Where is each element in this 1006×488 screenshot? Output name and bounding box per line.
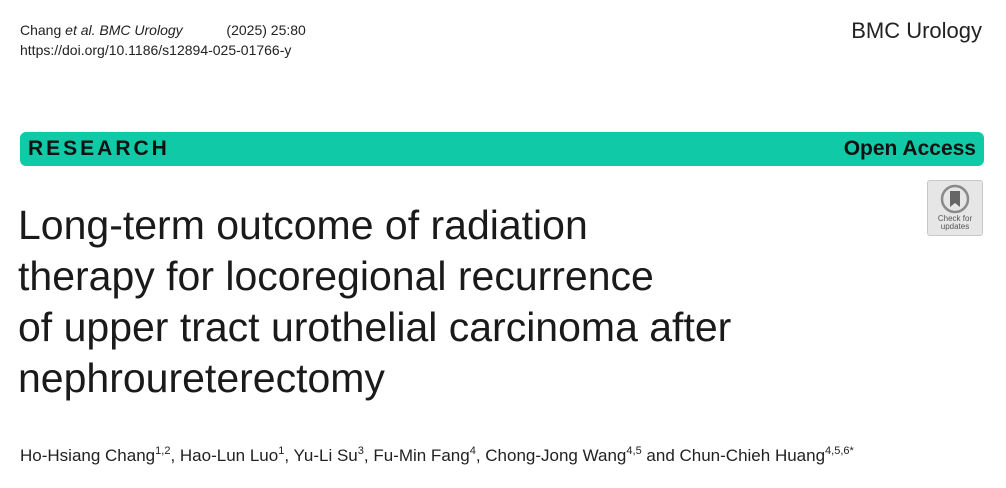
- author-name[interactable]: Chong-Jong Wang: [485, 446, 627, 465]
- author-name[interactable]: Fu-Min Fang: [373, 446, 470, 465]
- author-affiliation: 4,5,6*: [825, 445, 854, 457]
- doi-link[interactable]: https://doi.org/10.1186/s12894-025-01766…: [20, 42, 292, 58]
- author-affiliation: 4,5: [626, 445, 642, 457]
- citation-author: Chang: [20, 22, 62, 38]
- check-for-updates-button[interactable]: Check for updates: [927, 180, 983, 236]
- article-type-label: RESEARCH: [28, 137, 170, 160]
- author-affiliation: 1: [278, 445, 285, 457]
- citation-journal: et al. BMC Urology: [65, 22, 183, 38]
- open-access-label: Open Access: [843, 137, 976, 160]
- bookmark-check-icon: [940, 184, 970, 214]
- article-type-band: RESEARCH Open Access: [20, 132, 984, 166]
- article-title: Long-term outcome of radiation therapy f…: [18, 200, 898, 404]
- title-line: nephroureterectomy: [18, 355, 385, 401]
- title-line: Long-term outcome of radiation: [18, 202, 588, 248]
- citation-year-volume: (2025) 25:80: [226, 22, 306, 38]
- author-affiliation: 4: [469, 445, 476, 457]
- author-affiliation: 3: [357, 445, 364, 457]
- author-name[interactable]: Hao-Lun Luo: [179, 446, 279, 465]
- author-affiliation: 1,2: [155, 445, 171, 457]
- author-name[interactable]: Chun-Chieh Huang: [679, 446, 826, 465]
- author-list: Ho-Hsiang Chang1,2, Hao-Lun Luo1, Yu-Li …: [20, 445, 854, 466]
- author-name[interactable]: Ho-Hsiang Chang: [20, 446, 156, 465]
- citation-block: Chang et al. BMC Urology (2025) 25:80 ht…: [20, 20, 306, 60]
- title-line: of upper tract urothelial carcinoma afte…: [18, 304, 732, 350]
- check-for-updates-label: Check for updates: [937, 214, 973, 231]
- title-line: therapy for locoregional recurrence: [18, 253, 654, 299]
- author-name[interactable]: Yu-Li Su: [293, 446, 358, 465]
- citation-line: Chang et al. BMC Urology (2025) 25:80: [20, 20, 306, 40]
- journal-name: BMC Urology: [851, 18, 982, 43]
